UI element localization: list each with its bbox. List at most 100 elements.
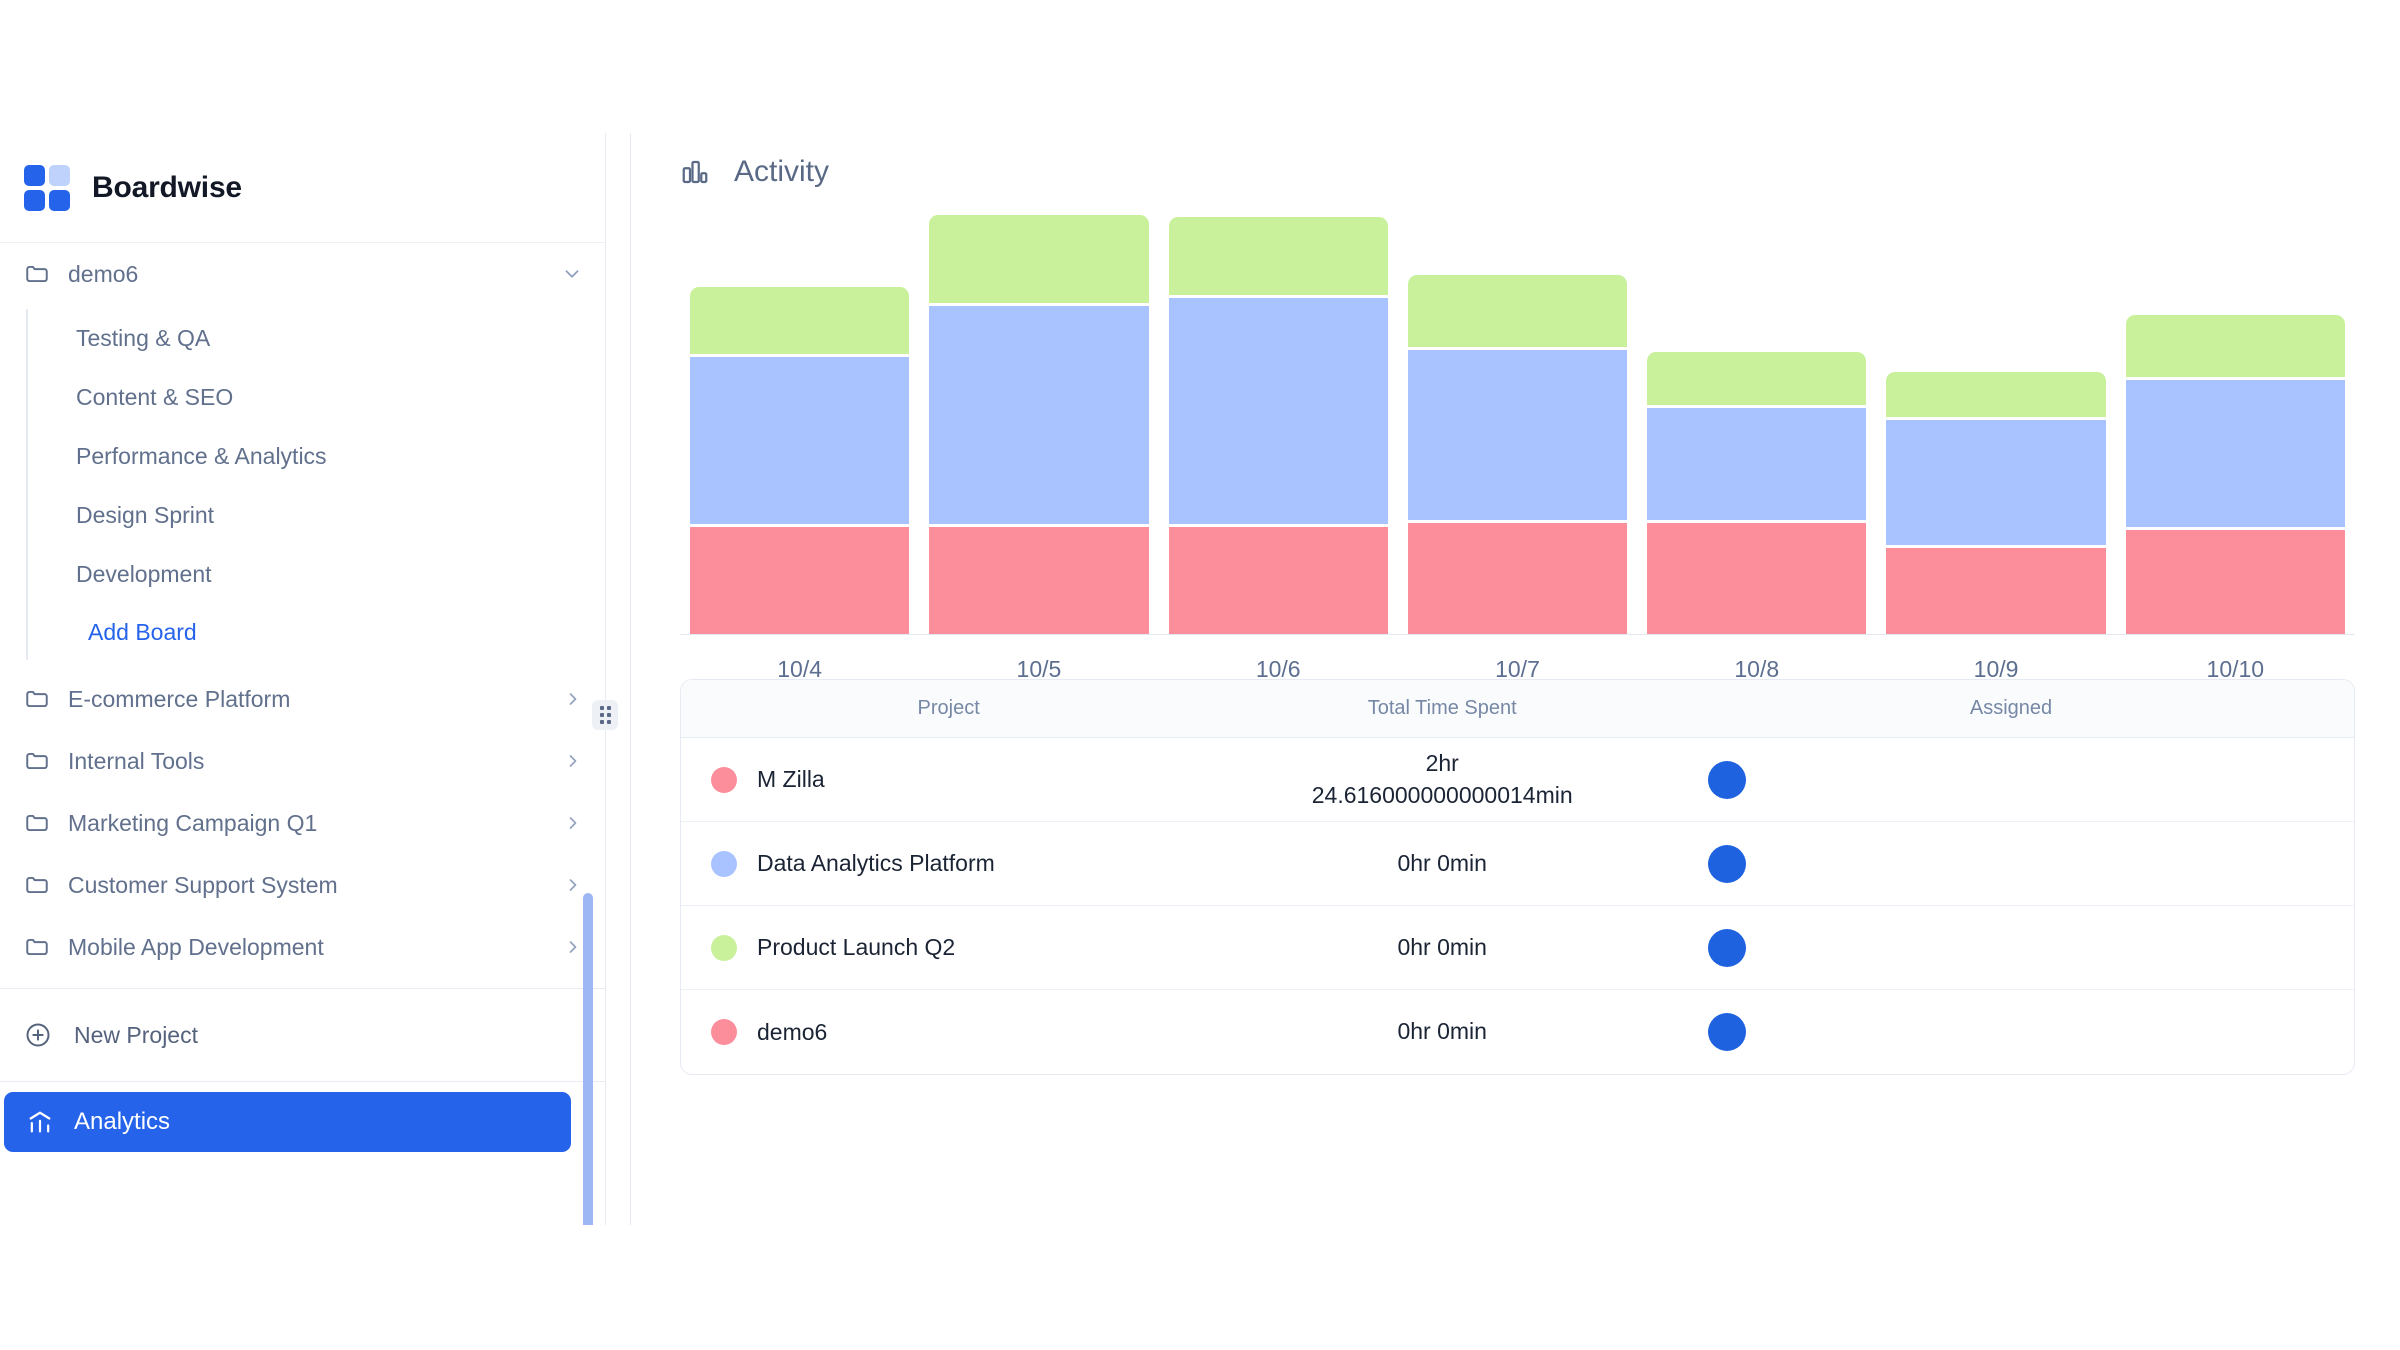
avatar[interactable] [1708, 1013, 1747, 1051]
chart-bar-column[interactable] [2116, 215, 2355, 635]
chart-bar-segment[interactable] [690, 356, 910, 524]
project-name: demo6 [757, 1018, 828, 1045]
grid-logo-icon [24, 164, 70, 211]
chevron-right-icon[interactable] [563, 751, 583, 771]
project-name: Data Analytics Platform [757, 850, 995, 876]
chevron-right-icon[interactable] [563, 689, 583, 709]
folder-icon [24, 261, 50, 287]
plus-circle-icon [24, 1021, 52, 1049]
sidebar-scrollbar-thumb[interactable] [583, 893, 593, 1225]
chart-bar-segment[interactable] [2125, 529, 2345, 635]
sidebar: Boardwise demo6 Testing & QA Content & S… [0, 133, 606, 1225]
chart-bar-segment[interactable] [1168, 298, 1388, 524]
chart-bar-segment[interactable] [690, 526, 910, 635]
chevron-down-icon[interactable] [561, 263, 583, 285]
chart-bar-column[interactable] [680, 215, 919, 635]
chart-bar-segment[interactable] [1168, 216, 1388, 296]
page-title: Activity [734, 155, 830, 188]
chart-bar-segment[interactable] [2125, 379, 2345, 527]
chart-bar-segment[interactable] [1647, 523, 1867, 635]
chart-bar-segment[interactable] [1886, 548, 2106, 635]
table-row[interactable]: Data Analytics Platform 0hr 0min [681, 822, 2354, 906]
activity-panel-header: Activity [631, 133, 2400, 189]
table-cell-assigned [1668, 928, 2354, 967]
project-color-dot [711, 1019, 737, 1045]
chart-bar-segment[interactable] [929, 306, 1149, 524]
chart-bar-segment[interactable] [1407, 349, 1628, 521]
sidebar-nav: demo6 Testing & QA Content & SEO Perform… [0, 243, 605, 1225]
avatar[interactable] [1708, 844, 1747, 883]
projects-time-table: Project Total Time Spent Assigned M Zill… [680, 679, 2355, 1075]
chevron-right-icon[interactable] [563, 937, 583, 957]
sidebar-project-mobile-app-development[interactable]: Mobile App Development [0, 916, 605, 978]
sidebar-item-label: Analytics [74, 1108, 171, 1135]
sidebar-project-customer-support-system[interactable]: Customer Support System [0, 854, 605, 916]
brand-header: Boardwise [0, 133, 605, 243]
chart-bar-segment[interactable] [929, 215, 1149, 304]
new-project-button[interactable]: New Project [0, 999, 605, 1071]
chevron-right-icon[interactable] [563, 875, 583, 895]
chart-bar-column[interactable] [1159, 215, 1398, 635]
chart-bar-column[interactable] [919, 215, 1158, 635]
chart-x-tick-label: 10/8 [1734, 655, 1780, 682]
table-cell-project: M Zilla [681, 766, 1216, 793]
chart-bar-segment[interactable] [929, 526, 1149, 635]
table-header-project: Project [917, 697, 980, 719]
project-name: Product Launch Q2 [757, 934, 956, 960]
chevron-right-icon[interactable] [563, 813, 583, 833]
table-cell-assigned [1668, 1013, 2354, 1051]
sidebar-project-label: Marketing Campaign Q1 [68, 809, 318, 836]
board-item-performance-analytics[interactable]: Performance & Analytics [76, 443, 327, 469]
table-row[interactable]: M Zilla 2hr 24.616000000000014min [681, 738, 2354, 822]
chart-bar-segment[interactable] [1886, 420, 2106, 546]
table-header-assigned: Assigned [1969, 697, 2053, 719]
folder-icon [24, 810, 50, 836]
table-cell-total-time-spent: 2hr 24.616000000000014min [1311, 750, 1573, 808]
chart-bar-segment[interactable] [1407, 523, 1628, 635]
brand-name: Boardwise [92, 170, 242, 204]
chart-bar-segment[interactable] [2125, 315, 2345, 377]
sidebar-project-label: E-commerce Platform [68, 685, 291, 712]
grip-dots-icon [599, 706, 611, 724]
chart-bar-segment[interactable] [1886, 371, 2106, 418]
chart-bar-column[interactable] [1876, 215, 2115, 635]
sidebar-project-label: Mobile App Development [68, 933, 324, 960]
table-cell-project: Product Launch Q2 [681, 934, 1216, 961]
chart-x-tick-label: 10/10 [2206, 655, 2265, 682]
table-cell-project: demo6 [681, 1019, 1216, 1046]
chart-bar-segment[interactable] [1407, 275, 1628, 347]
table-row[interactable]: demo6 0hr 0min [681, 990, 2354, 1074]
add-board-button[interactable]: Add Board [88, 618, 197, 645]
chart-x-tick-label: 10/9 [1973, 655, 2019, 682]
chart-bar-segment[interactable] [1168, 526, 1388, 635]
board-item-content-seo[interactable]: Content & SEO [76, 384, 234, 410]
chart-bar-segment[interactable] [1647, 351, 1867, 406]
table-body: M Zilla 2hr 24.616000000000014min Data Anal… [681, 738, 2354, 1074]
board-item-development[interactable]: Development [76, 561, 212, 587]
chart-bar-column[interactable] [1398, 215, 1637, 635]
project-name: M Zilla [757, 766, 825, 792]
sidebar-item-analytics[interactable]: Analytics [4, 1092, 571, 1152]
board-item-design-sprint[interactable]: Design Sprint [76, 502, 215, 528]
chart-bar-segment[interactable] [1647, 408, 1867, 521]
board-item-testing-qa[interactable]: Testing & QA [76, 325, 211, 351]
chart-bars [680, 215, 2355, 635]
sidebar-project-ecommerce-platform[interactable]: E-commerce Platform [0, 668, 605, 730]
content-left-rule [630, 133, 631, 1225]
sidebar-project-internal-tools[interactable]: Internal Tools [0, 730, 605, 792]
table-row[interactable]: Product Launch Q2 0hr 0min [681, 906, 2354, 990]
chart-bar-column[interactable] [1637, 215, 1876, 635]
folder-icon [24, 934, 50, 960]
chart-bar-segment[interactable] [690, 286, 910, 354]
avatar[interactable] [1708, 760, 1747, 799]
sidebar-project-demo6[interactable]: demo6 [0, 243, 605, 305]
table-header-row: Project Total Time Spent Assigned [681, 680, 2354, 738]
sidebar-project-label: demo6 [68, 260, 139, 287]
chart-x-tick-label: 10/6 [1255, 655, 1301, 682]
sidebar-project-marketing-campaign-q1[interactable]: Marketing Campaign Q1 [0, 792, 605, 854]
avatar[interactable] [1708, 928, 1747, 967]
sidebar-resize-handle[interactable] [592, 700, 618, 730]
table-cell-total-time-spent: 0hr 0min [1397, 849, 1487, 876]
sidebar-project-label: Internal Tools [68, 747, 205, 774]
